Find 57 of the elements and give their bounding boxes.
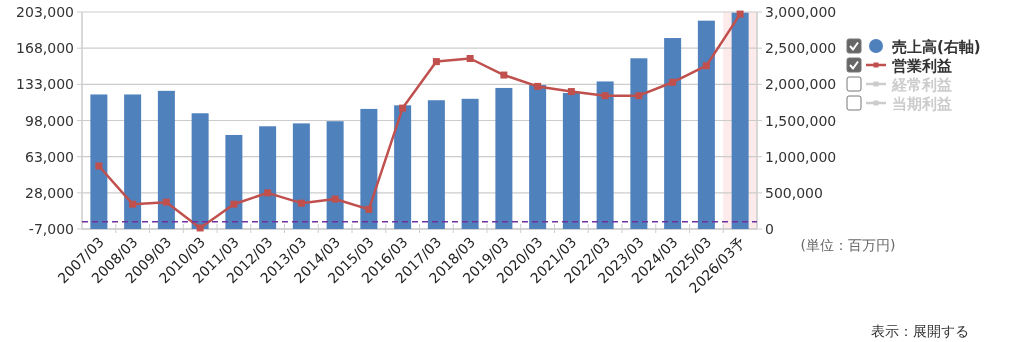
y-tick-label: 28,000 xyxy=(25,184,74,201)
point xyxy=(230,200,238,208)
point xyxy=(702,62,710,70)
bar xyxy=(157,90,175,229)
legend-label: 売上高(右軸) xyxy=(892,38,981,56)
text: (単位：百万円) xyxy=(800,237,896,253)
y-tick-label: 63,000 xyxy=(25,148,74,165)
y-tick-label: 203,000 xyxy=(16,4,74,20)
bar xyxy=(461,98,479,229)
bar xyxy=(630,58,648,229)
point xyxy=(466,55,474,62)
y2-tick-label: 0 xyxy=(765,221,774,237)
bar xyxy=(124,94,142,229)
y2-tick-label: 3,000,000 xyxy=(765,4,837,20)
text: 表示：展開する xyxy=(871,323,969,339)
point xyxy=(129,200,137,208)
point xyxy=(365,205,373,213)
bar xyxy=(225,134,243,229)
bar xyxy=(495,87,513,229)
point xyxy=(601,92,609,100)
y-tick-label: 133,000 xyxy=(16,76,74,93)
point xyxy=(196,224,204,232)
bar xyxy=(394,105,412,229)
point xyxy=(567,88,575,96)
point xyxy=(736,10,744,18)
y2-tick-label: 1,000,000 xyxy=(765,148,837,165)
point xyxy=(331,195,339,203)
y-tick-label: 98,000 xyxy=(25,112,74,129)
bar xyxy=(90,94,108,229)
point xyxy=(635,92,643,100)
point xyxy=(500,71,508,79)
y2-tick-label: 2,500,000 xyxy=(765,40,837,57)
bar xyxy=(529,85,547,229)
bar xyxy=(191,113,209,229)
point xyxy=(95,162,103,170)
y2-tick-label: 500,000 xyxy=(765,184,823,201)
bar xyxy=(596,81,614,229)
point xyxy=(399,104,407,112)
bar xyxy=(697,20,715,229)
bar xyxy=(664,38,682,229)
y2-tick-label: 1,500,000 xyxy=(765,112,837,129)
bar xyxy=(427,100,445,229)
bar xyxy=(292,123,310,229)
point xyxy=(264,189,272,197)
point xyxy=(534,82,542,90)
bar xyxy=(259,126,277,229)
bar xyxy=(360,108,378,229)
point xyxy=(162,198,170,206)
y-tick-label: -7,000 xyxy=(28,221,74,237)
legend-label: 営業利益 xyxy=(892,57,952,75)
point xyxy=(669,78,677,86)
bar xyxy=(562,93,580,229)
point xyxy=(432,58,440,66)
y-tick-label: 168,000 xyxy=(16,40,74,57)
point xyxy=(297,199,305,207)
bar xyxy=(326,121,344,229)
y2-tick-label: 2,000,000 xyxy=(765,76,837,93)
